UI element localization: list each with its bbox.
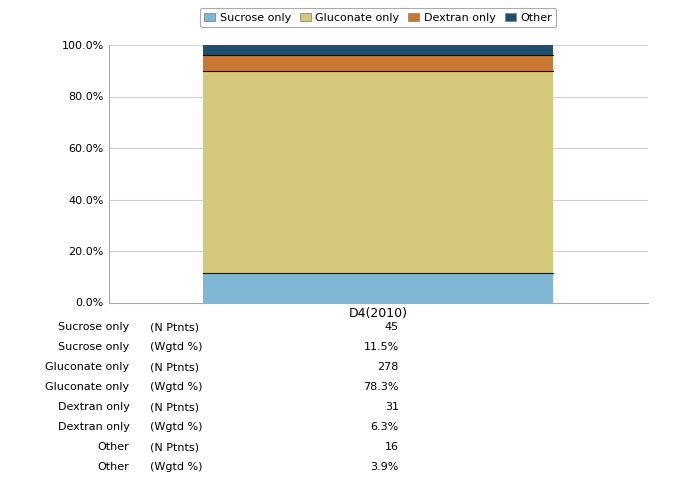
Text: 78.3%: 78.3% [363,382,399,392]
Text: (Wgtd %): (Wgtd %) [150,382,203,392]
Text: 3.9%: 3.9% [370,462,399,472]
Text: Sucrose only: Sucrose only [58,342,130,352]
Text: Other: Other [98,462,130,472]
Text: Dextran only: Dextran only [57,402,130,412]
Text: (Wgtd %): (Wgtd %) [150,422,203,432]
Text: (Wgtd %): (Wgtd %) [150,342,203,352]
Text: Gluconate only: Gluconate only [46,382,130,392]
Text: Dextran only: Dextran only [57,422,130,432]
Bar [203,72,553,273]
Text: 6.3%: 6.3% [371,422,399,432]
Text: Gluconate only: Gluconate only [46,362,130,372]
Text: 45: 45 [385,322,399,332]
Text: (N Ptnts): (N Ptnts) [150,442,200,452]
Text: 278: 278 [377,362,399,372]
Text: (N Ptnts): (N Ptnts) [150,362,200,372]
Bar [203,273,553,302]
Text: 31: 31 [385,402,399,412]
Text: Sucrose only: Sucrose only [58,322,130,332]
Text: (N Ptnts): (N Ptnts) [150,322,200,332]
Bar [203,45,553,55]
Text: (Wgtd %): (Wgtd %) [150,462,203,472]
Text: 11.5%: 11.5% [364,342,399,352]
Text: (N Ptnts): (N Ptnts) [150,402,200,412]
Legend: Sucrose only, Gluconate only, Dextran only, Other: Sucrose only, Gluconate only, Dextran on… [199,8,556,27]
Text: Other: Other [98,442,130,452]
Bar [203,55,553,72]
Text: 16: 16 [385,442,399,452]
